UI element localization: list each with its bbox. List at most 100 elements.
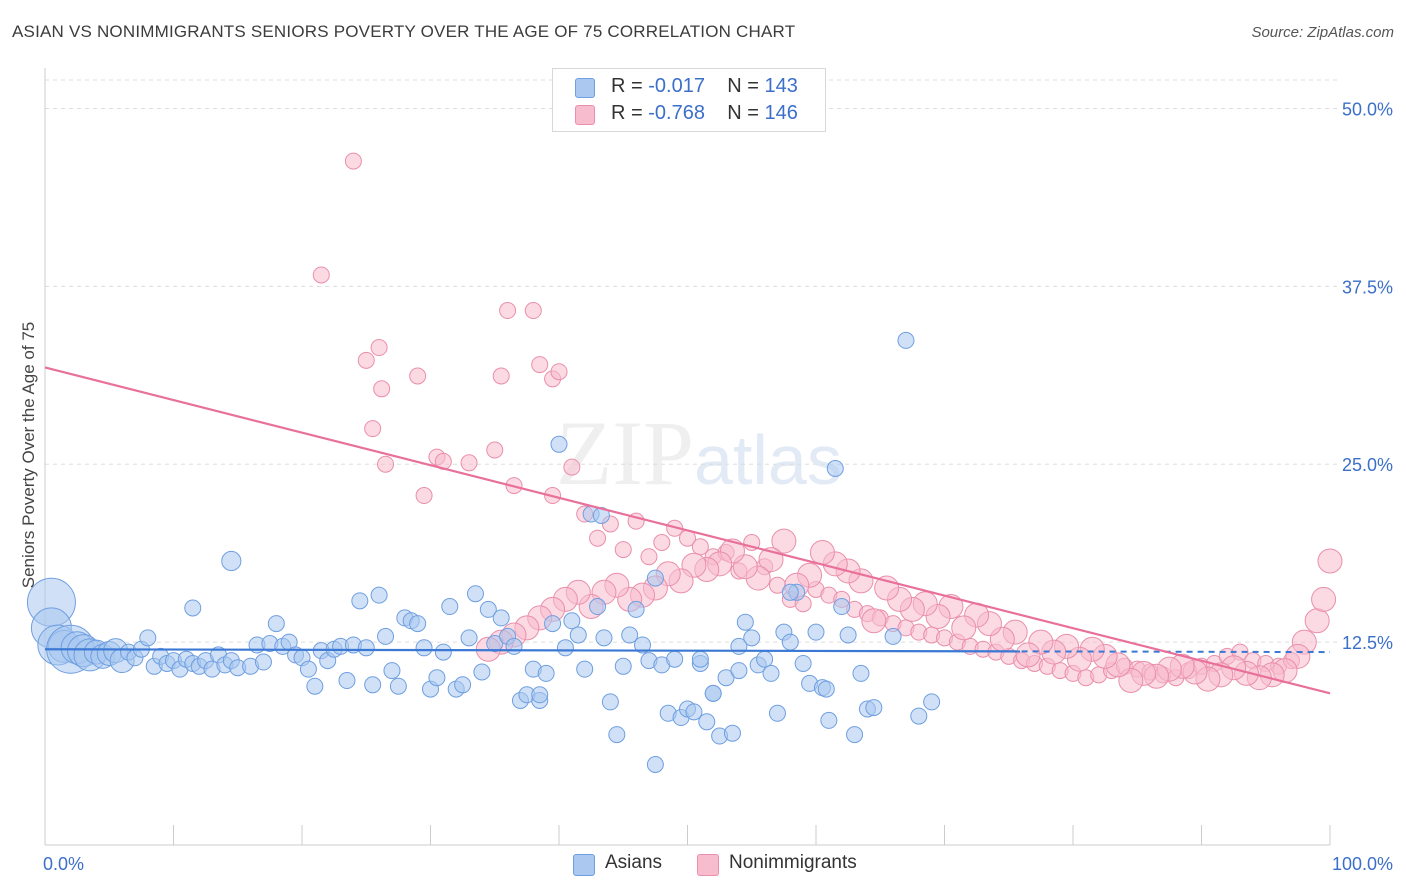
y-axis-title: Seniors Poverty Over the Age of 75 [19, 322, 38, 588]
nonimmigrants-point [550, 363, 568, 381]
asians-trend-line [44, 648, 1021, 653]
asians-point [646, 756, 664, 773]
asians-point [460, 629, 478, 647]
asians-point [923, 693, 941, 711]
nonimmigrants-point [531, 356, 549, 374]
nonimmigrants-point [1015, 642, 1041, 668]
asians-point [550, 435, 568, 453]
nonimmigrants-point [373, 380, 391, 398]
y-tick-label: 25.0% [1342, 455, 1393, 475]
asians-point [473, 663, 491, 681]
asians-point [723, 724, 741, 742]
asians-point [184, 599, 202, 617]
nonimmigrants-point [1304, 608, 1330, 634]
asians-point [691, 650, 709, 668]
asians-point [338, 672, 356, 690]
asians-point [306, 677, 324, 695]
asians-point [454, 676, 472, 694]
asians-point [817, 680, 835, 698]
nonimmigrants-point [486, 441, 504, 459]
nonimmigrants-point [409, 367, 427, 385]
chart-source: Source: ZipAtlas.com [1251, 24, 1394, 41]
asians-r-value: -0.017 [648, 75, 705, 97]
asians-point [756, 650, 774, 668]
nonimmigrants-swatch [575, 105, 595, 125]
asians-point [794, 654, 812, 672]
asians-point [389, 677, 407, 695]
watermark-zip: ZIP [556, 402, 694, 504]
asians-point [370, 586, 388, 604]
asians-point [383, 662, 401, 680]
nonimmigrants-legend-swatch [697, 854, 719, 876]
asians-points [26, 331, 941, 773]
asians-point [351, 592, 369, 610]
y-tick-label: 37.5% [1342, 277, 1393, 297]
asians-point [492, 609, 510, 627]
nonimmigrants-point [460, 454, 478, 472]
trend-lines [44, 366, 1331, 695]
nonimmigrants-point [771, 528, 797, 554]
asians-point [897, 331, 915, 349]
asians-point [556, 639, 574, 657]
nonimmigrants-point [951, 615, 977, 641]
asians-point [486, 635, 504, 653]
asians-point [299, 660, 317, 678]
x-tick-label-max: 100.0% [1332, 854, 1393, 874]
asians-point [627, 600, 645, 618]
asians-point [479, 600, 497, 618]
nonimmigrants-point [653, 534, 671, 551]
asians-point [563, 612, 581, 630]
asians-point [646, 569, 664, 587]
asians-point [608, 726, 626, 744]
nonimmigrants-n-label: N = [727, 102, 765, 124]
nonimmigrants-point [499, 302, 517, 320]
nonimmigrants-points [312, 152, 1343, 694]
asians-point [730, 637, 748, 655]
nonimmigrants-point [861, 608, 887, 634]
asians-legend-swatch [573, 854, 595, 876]
asians-point [666, 650, 684, 668]
asians-point [221, 550, 242, 572]
nonimmigrants-point [357, 351, 375, 369]
asians-r-label: R = [611, 75, 649, 97]
watermark: ZIPatlas [556, 400, 842, 506]
nonimmigrants-point [1317, 548, 1343, 574]
asians-point [826, 460, 844, 477]
nonimmigrants-point [344, 152, 362, 170]
asians-point [531, 686, 549, 704]
asians-point [704, 684, 722, 702]
axes [44, 68, 1331, 846]
asians-n-value: 143 [764, 75, 798, 97]
asians-point [357, 639, 375, 657]
asians-point [409, 615, 427, 633]
asians-point [768, 704, 786, 722]
nonimmigrants-point [524, 302, 542, 320]
asians-point [910, 707, 928, 725]
y-tick-label: 12.5% [1342, 633, 1393, 653]
nonimmigrants-point [370, 339, 388, 357]
asians-point [415, 639, 433, 657]
nonimmigrants-point [640, 548, 658, 566]
asians-point [466, 585, 484, 603]
asians-trend-line-extension [1021, 650, 1331, 654]
nonimmigrants-point [809, 539, 835, 565]
chart-title: ASIAN VS NONIMMIGRANTS SENIORS POVERTY O… [12, 22, 796, 41]
asians-point [621, 626, 639, 644]
axis-labels: 12.5% 25.0% 37.5% 50.0% 0.0% 100.0% Seniors Po… [19, 99, 1393, 874]
nonimmigrants-legend-label: Nonimmigrants [729, 852, 857, 873]
nonimmigrants-n-value: 146 [764, 102, 798, 124]
asians-point [441, 598, 459, 616]
asians-point [267, 615, 285, 633]
asians-point [576, 660, 594, 678]
asians-point [884, 627, 902, 645]
asians-point [736, 613, 754, 631]
asians-point [833, 598, 851, 616]
asians-point [614, 657, 632, 675]
asians-point [139, 629, 157, 647]
asians-point [505, 637, 523, 655]
asians-point [781, 583, 799, 601]
nonimmigrants-trend-line [44, 366, 1331, 695]
asians-point [544, 615, 562, 633]
series-legend: Asians Nonimmigrants [0, 850, 1406, 878]
